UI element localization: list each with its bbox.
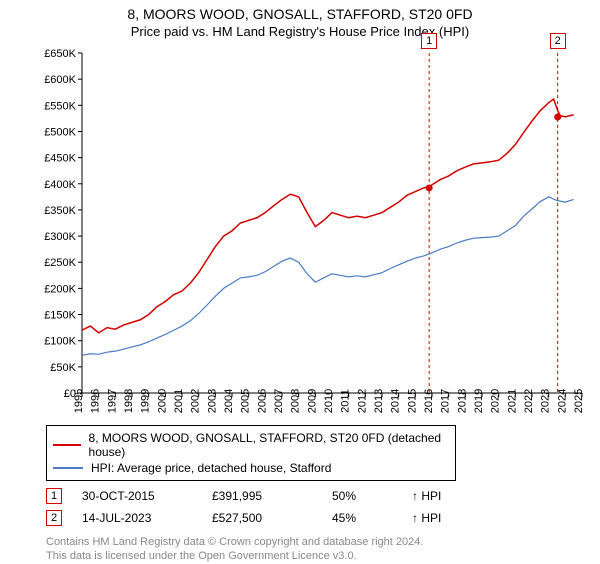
sale-date: 14-JUL-2023 — [82, 511, 192, 525]
footer-line-2: This data is licensed under the Open Gov… — [46, 549, 600, 563]
svg-text:2012: 2012 — [356, 389, 368, 413]
svg-text:2013: 2013 — [373, 389, 385, 413]
svg-text:£150K: £150K — [44, 310, 76, 322]
svg-text:£500K: £500K — [44, 126, 76, 138]
svg-text:2014: 2014 — [390, 389, 402, 413]
sale-marker: 2 — [46, 510, 62, 526]
svg-text:2017: 2017 — [440, 389, 452, 413]
svg-text:1998: 1998 — [123, 389, 135, 413]
svg-text:2024: 2024 — [556, 389, 568, 413]
svg-text:£550K: £550K — [44, 100, 76, 112]
svg-text:£50K: £50K — [50, 362, 76, 374]
legend-swatch — [53, 444, 81, 446]
svg-text:£300K: £300K — [44, 231, 76, 243]
sale-vs-hpi: ↑ HPI — [412, 511, 472, 525]
svg-text:2003: 2003 — [206, 389, 218, 413]
svg-text:1995: 1995 — [73, 389, 85, 413]
sale-pct: 50% — [332, 489, 392, 503]
svg-text:2009: 2009 — [306, 389, 318, 413]
svg-text:1996: 1996 — [90, 389, 102, 413]
svg-text:2021: 2021 — [506, 389, 518, 413]
svg-text:£450K: £450K — [44, 153, 76, 165]
sale-pct: 45% — [332, 511, 392, 525]
sale-row: 2 14-JUL-2023 £527,500 45% ↑ HPI — [46, 507, 566, 529]
svg-text:2005: 2005 — [240, 389, 252, 413]
line-chart: £0£50K£100K£150K£200K£250K£300K£350K£400… — [36, 43, 596, 423]
svg-text:2010: 2010 — [323, 389, 335, 413]
svg-text:2008: 2008 — [290, 389, 302, 413]
svg-text:1997: 1997 — [106, 389, 118, 413]
legend-item: HPI: Average price, detached house, Staf… — [53, 460, 449, 476]
chart-container: £0£50K£100K£150K£200K£250K£300K£350K£400… — [36, 43, 596, 423]
svg-text:2025: 2025 — [573, 389, 585, 413]
svg-text:£350K: £350K — [44, 205, 76, 217]
svg-text:2015: 2015 — [406, 389, 418, 413]
sales-table: 1 30-OCT-2015 £391,995 50% ↑ HPI 2 14-JUL-2023… — [46, 485, 566, 529]
svg-text:£650K: £650K — [44, 48, 76, 60]
svg-text:£400K: £400K — [44, 179, 76, 191]
svg-text:2006: 2006 — [256, 389, 268, 413]
legend-item: 8, MOORS WOOD, GNOSALL, STAFFORD, ST20 0… — [53, 430, 449, 460]
page-subtitle: Price paid vs. HM Land Registry's House … — [0, 22, 600, 43]
svg-text:£250K: £250K — [44, 257, 76, 269]
svg-text:£100K: £100K — [44, 336, 76, 348]
svg-text:2019: 2019 — [473, 389, 485, 413]
svg-text:1999: 1999 — [140, 389, 152, 413]
footer-attribution: Contains HM Land Registry data © Crown c… — [46, 535, 600, 564]
svg-text:2018: 2018 — [456, 389, 468, 413]
svg-text:2000: 2000 — [156, 389, 168, 413]
sale-vs-hpi: ↑ HPI — [412, 489, 472, 503]
legend-label: 8, MOORS WOOD, GNOSALL, STAFFORD, ST20 0… — [89, 431, 449, 459]
svg-text:2001: 2001 — [173, 389, 185, 413]
svg-text:2023: 2023 — [540, 389, 552, 413]
legend: 8, MOORS WOOD, GNOSALL, STAFFORD, ST20 0… — [46, 425, 456, 481]
sale-marker: 1 — [46, 488, 62, 504]
legend-label: HPI: Average price, detached house, Staf… — [91, 461, 331, 475]
legend-swatch — [53, 467, 83, 469]
svg-text:£600K: £600K — [44, 74, 76, 86]
svg-text:2004: 2004 — [223, 389, 235, 413]
page-title: 8, MOORS WOOD, GNOSALL, STAFFORD, ST20 0… — [0, 0, 600, 22]
footer-line-1: Contains HM Land Registry data © Crown c… — [46, 535, 600, 549]
chart-marker-2: 2 — [550, 33, 566, 49]
sale-price: £527,500 — [212, 511, 312, 525]
svg-text:2002: 2002 — [190, 389, 202, 413]
svg-text:2016: 2016 — [423, 389, 435, 413]
sale-row: 1 30-OCT-2015 £391,995 50% ↑ HPI — [46, 485, 566, 507]
chart-marker-1: 1 — [421, 33, 437, 49]
svg-text:£200K: £200K — [44, 283, 76, 295]
svg-text:2007: 2007 — [273, 389, 285, 413]
svg-text:2020: 2020 — [490, 389, 502, 413]
svg-text:2022: 2022 — [523, 389, 535, 413]
sale-price: £391,995 — [212, 489, 312, 503]
sale-date: 30-OCT-2015 — [82, 489, 192, 503]
